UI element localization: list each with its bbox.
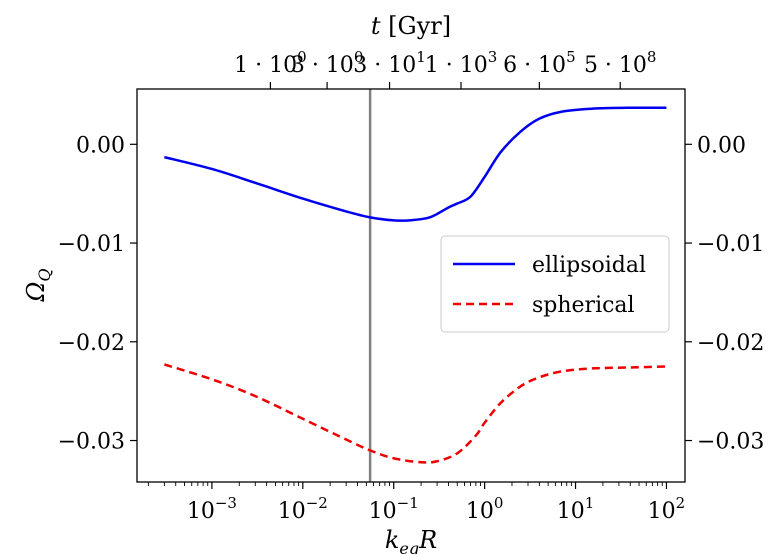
legend-label-spherical: spherical xyxy=(532,293,635,318)
x-tick-label-1: 10−2 xyxy=(278,494,328,524)
y-tick-label-right-0: 0.00 xyxy=(697,133,746,158)
top-tick-label-1: 3 · 100 xyxy=(291,48,364,78)
y-tick-label-left-1: −0.01 xyxy=(58,232,125,257)
plot-area xyxy=(163,89,667,482)
y-tick-label-left-3: −0.03 xyxy=(58,430,125,455)
series-line-ellipsoidal xyxy=(164,106,667,222)
x-tick-label-3: 100 xyxy=(466,494,504,524)
y-tick-label-left-0: 0.00 xyxy=(76,133,125,158)
legend: ellipsoidal spherical xyxy=(440,235,670,333)
y-tick-label-right-3: −0.03 xyxy=(697,430,764,455)
legend-box xyxy=(440,235,670,333)
x-tick-label-2: 10−1 xyxy=(369,494,419,524)
x-tick-label-0: 10−3 xyxy=(187,494,237,524)
x-tick-label-5: 102 xyxy=(648,494,686,524)
top-tick-label-2: 3 · 101 xyxy=(353,48,426,78)
top-axis-title: t [Gyr] xyxy=(371,12,451,40)
top-tick-label-0: 1 · 100 xyxy=(234,48,307,78)
y-tick-label-right-2: −0.02 xyxy=(697,331,764,356)
legend-label-ellipsoidal: ellipsoidal xyxy=(532,253,646,278)
top-tick-label-3: 1 · 103 xyxy=(425,48,498,78)
x-tick-label-4: 101 xyxy=(557,494,595,524)
y-tick-label-left-2: −0.02 xyxy=(58,331,125,356)
top-tick-label-4: 6 · 105 xyxy=(503,48,576,78)
x-axis-title: keqR xyxy=(385,526,437,554)
y-axis-title: ΩQ xyxy=(22,268,54,302)
top-tick-label-5: 5 · 108 xyxy=(584,48,657,78)
plot-frame xyxy=(136,88,686,483)
y-tick-label-right-1: −0.01 xyxy=(697,232,764,257)
series-line-spherical xyxy=(163,363,667,464)
